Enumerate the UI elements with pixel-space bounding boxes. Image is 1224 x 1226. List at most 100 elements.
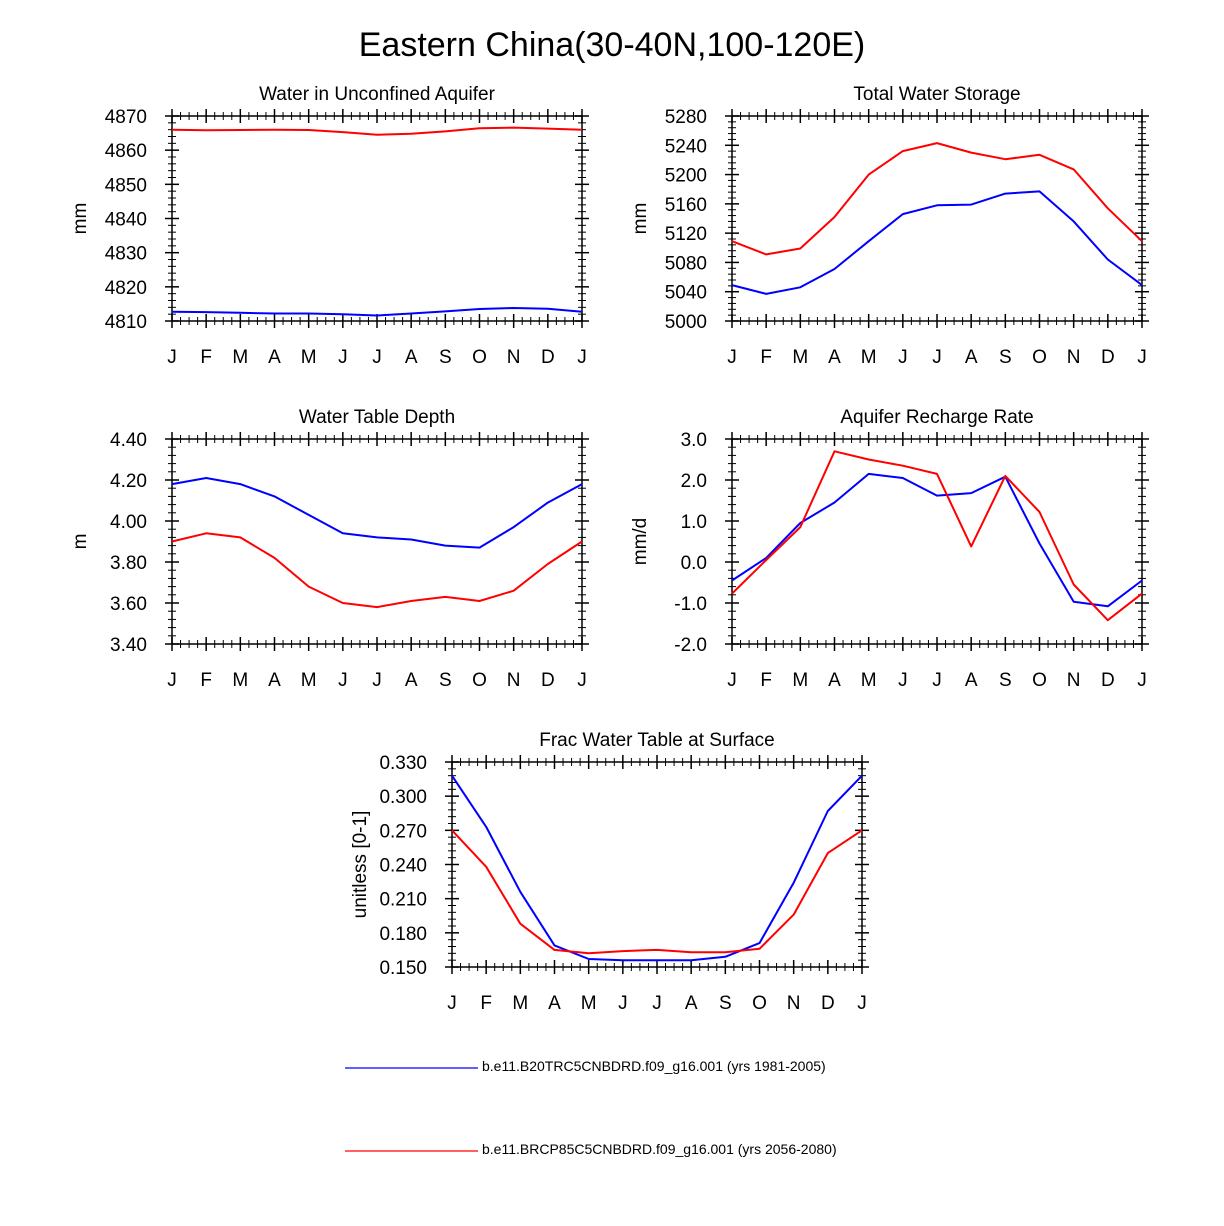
chart-title: Water in Unconfined Aquifer [259, 84, 496, 105]
y-axis-label: mm/d [630, 518, 651, 566]
y-tick-label: 0.300 [379, 787, 427, 808]
y-tick-label: 5000 [665, 312, 707, 333]
series-line-blue [451, 775, 863, 962]
x-tick-label: A [268, 347, 281, 368]
x-tick-label: J [652, 993, 662, 1014]
y-tick-label: 0.240 [379, 856, 427, 877]
series-line-blue [171, 477, 583, 549]
chart-title: Total Water Storage [853, 84, 1020, 105]
y-tick-label: 5160 [665, 195, 707, 216]
x-tick-label: M [301, 670, 317, 691]
x-tick-label: J [898, 347, 908, 368]
x-tick-label: S [719, 993, 732, 1014]
y-tick-label: 0.0 [681, 553, 707, 574]
x-tick-label: J [727, 347, 737, 368]
series-line-red [451, 829, 863, 955]
x-tick-label: S [439, 670, 452, 691]
series-line-blue [171, 307, 583, 317]
x-tick-label: N [1067, 347, 1081, 368]
x-tick-label: A [965, 670, 978, 691]
x-tick-label: O [752, 993, 767, 1014]
y-tick-label: 5080 [665, 253, 707, 274]
x-tick-label: O [1032, 347, 1047, 368]
x-tick-label: J [167, 670, 177, 691]
y-axis-label: unitless [0-1] [350, 811, 371, 919]
legend-label-red: b.e11.BRCP85C5CNBDRD.f09_g16.001 (yrs 20… [482, 1141, 837, 1157]
x-tick-label: D [541, 670, 555, 691]
plot-frame [451, 761, 863, 968]
x-tick-label: S [999, 670, 1012, 691]
x-tick-label: J [1137, 347, 1147, 368]
y-tick-label: 4.00 [110, 512, 147, 533]
x-tick-label: O [472, 670, 487, 691]
y-tick-label: 3.0 [681, 430, 707, 451]
x-tick-label: J [932, 670, 942, 691]
y-tick-label: 3.80 [110, 553, 147, 574]
x-tick-label: J [338, 347, 348, 368]
x-tick-label: N [1067, 670, 1081, 691]
x-tick-label: F [760, 347, 772, 368]
x-tick-label: A [548, 993, 561, 1014]
y-tick-label: 3.40 [110, 635, 147, 656]
plot-frame [171, 438, 583, 645]
y-tick-label: 5040 [665, 283, 707, 304]
x-tick-label: J [727, 670, 737, 691]
x-tick-label: M [512, 993, 528, 1014]
series-line-red [731, 142, 1143, 256]
x-tick-label: N [787, 993, 801, 1014]
x-tick-label: F [480, 993, 492, 1014]
y-tick-label: 5200 [665, 166, 707, 187]
y-tick-label: -1.0 [674, 594, 707, 615]
x-tick-label: O [1032, 670, 1047, 691]
y-tick-label: 4820 [105, 278, 147, 299]
y-axis-label: mm [630, 203, 651, 235]
x-tick-label: J [577, 670, 587, 691]
plot-frame [731, 438, 1143, 645]
x-tick-label: A [405, 347, 418, 368]
y-tick-label: 4810 [105, 312, 147, 333]
series-line-blue [731, 190, 1143, 295]
plot-frame [731, 115, 1143, 322]
x-tick-label: M [861, 347, 877, 368]
x-tick-label: D [1101, 670, 1115, 691]
y-tick-label: 5280 [665, 107, 707, 128]
x-tick-label: M [301, 347, 317, 368]
y-tick-label: 3.60 [110, 594, 147, 615]
figure-title: Eastern China(30-40N,100-120E) [358, 26, 866, 64]
series-line-blue [731, 472, 1143, 608]
x-tick-label: A [268, 670, 281, 691]
y-tick-label: 4.40 [110, 430, 147, 451]
x-tick-label: D [541, 347, 555, 368]
x-tick-label: D [821, 993, 835, 1014]
x-tick-label: J [167, 347, 177, 368]
x-tick-label: J [618, 993, 628, 1014]
x-tick-label: N [507, 347, 521, 368]
x-tick-label: N [507, 670, 521, 691]
x-tick-label: A [965, 347, 978, 368]
y-tick-label: -2.0 [674, 635, 707, 656]
y-tick-label: 0.330 [379, 753, 427, 774]
x-tick-label: A [828, 670, 841, 691]
x-tick-label: J [577, 347, 587, 368]
x-tick-label: F [760, 670, 772, 691]
x-tick-label: J [372, 347, 382, 368]
chart-title: Water Table Depth [299, 407, 455, 428]
y-tick-label: 4830 [105, 244, 147, 265]
x-tick-label: J [338, 670, 348, 691]
x-tick-label: A [828, 347, 841, 368]
y-tick-label: 5120 [665, 224, 707, 245]
x-tick-label: M [861, 670, 877, 691]
chart-title: Frac Water Table at Surface [539, 730, 775, 751]
y-tick-label: 4860 [105, 141, 147, 162]
x-tick-label: F [200, 670, 212, 691]
chart-title: Aquifer Recharge Rate [840, 407, 1033, 428]
x-tick-label: M [232, 347, 248, 368]
y-tick-label: 0.270 [379, 821, 427, 842]
y-tick-label: 1.0 [681, 512, 707, 533]
y-tick-label: 5240 [665, 136, 707, 157]
